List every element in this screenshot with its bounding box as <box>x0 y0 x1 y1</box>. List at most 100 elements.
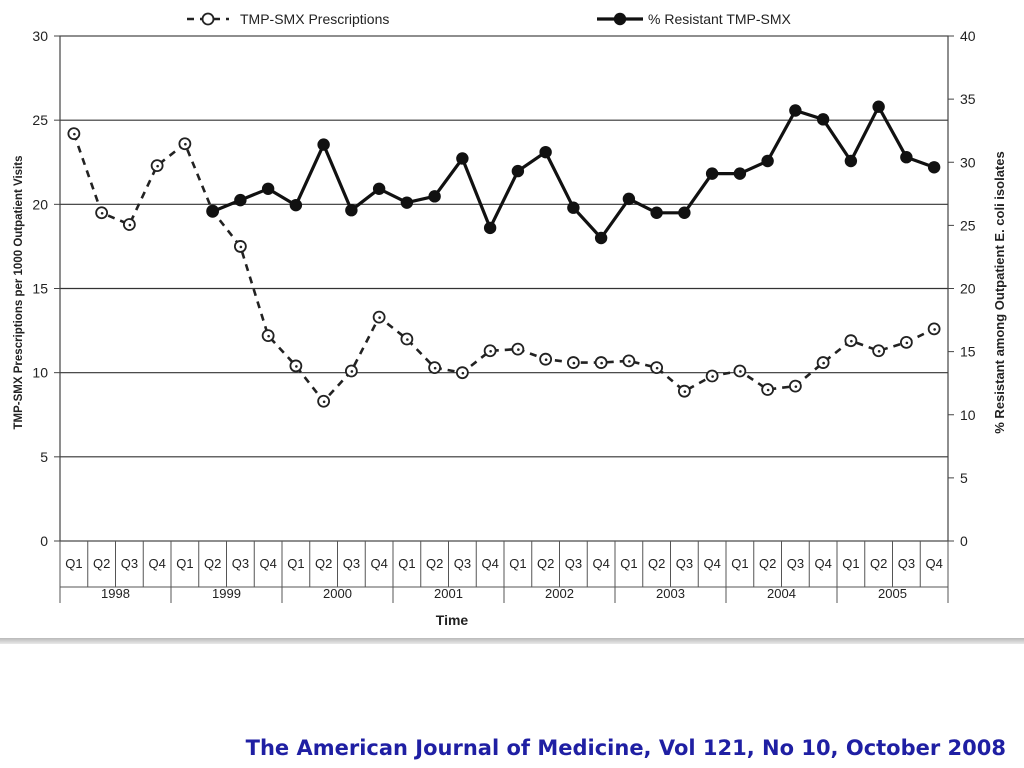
resistance-point <box>206 205 219 218</box>
prescriptions-line <box>72 133 935 403</box>
resistance-point <box>317 138 330 151</box>
prescriptions-point-center <box>850 339 853 343</box>
chart-panel: 0 5 10 15 20 25 30 0 5 10 15 20 25 30 35 40 TMP-SMX Pres… <box>13 11 1007 628</box>
y2-tick-label: 10 <box>960 407 976 423</box>
prescriptions-point-center <box>73 132 76 136</box>
resistance-point <box>289 198 303 212</box>
year-label: 2005 <box>878 586 907 601</box>
quarter-label: Q3 <box>565 556 582 571</box>
y2-tick-label: 20 <box>960 281 976 297</box>
y2-tick-label: 5 <box>960 470 968 486</box>
y2-tick-label: 40 <box>960 28 976 44</box>
quarter-label: Q2 <box>537 556 554 571</box>
resistance-point <box>872 100 885 113</box>
prescriptions-point-center <box>572 361 576 365</box>
y2-tick-label: 35 <box>960 91 976 107</box>
quarter-label: Q1 <box>176 556 193 571</box>
y2-tick-label: 25 <box>960 217 976 233</box>
y2-tick-label: 30 <box>960 154 976 170</box>
prescriptions-point-center <box>766 388 770 392</box>
quarter-label: Q4 <box>592 556 609 571</box>
legend-marker-prescriptions <box>201 12 215 26</box>
prescriptions-point-center <box>905 341 909 345</box>
quarter-label: Q1 <box>731 556 748 571</box>
prescriptions-point-center <box>406 338 409 341</box>
resistance-point <box>927 161 941 174</box>
prescriptions-point-center <box>350 370 354 373</box>
prescriptions-point-center <box>128 223 132 227</box>
resistance-point <box>733 167 747 180</box>
year-label: 1998 <box>101 586 130 601</box>
quarter-label: Q3 <box>787 556 804 571</box>
quarter-label: Q3 <box>676 556 693 571</box>
prescriptions-point-center <box>628 360 631 363</box>
resistance-point <box>622 192 636 206</box>
prescriptions-point-center <box>544 358 548 362</box>
resistance-point <box>594 231 608 245</box>
resistance-point <box>539 145 552 159</box>
prescriptions-point-center <box>267 334 270 338</box>
year-label: 2000 <box>323 586 352 601</box>
prescriptions-point-center <box>739 370 742 373</box>
prescriptions-point-center <box>517 348 520 351</box>
legend-label-resistance: % Resistant TMP-SMX <box>648 11 792 27</box>
prescriptions-point-center <box>433 366 437 370</box>
prescriptions-point-center <box>877 349 881 353</box>
resistance-point <box>678 206 691 219</box>
quarter-label: Q3 <box>454 556 471 571</box>
y-tick-label: 5 <box>40 449 48 465</box>
year-label: 2003 <box>656 586 685 601</box>
quarter-label: Q1 <box>65 556 82 571</box>
quarter-label: Q2 <box>648 556 665 571</box>
prescriptions-point-center <box>322 400 326 404</box>
panel-divider <box>0 638 1024 644</box>
prescriptions-point-center <box>489 349 492 353</box>
resistance-point <box>400 196 414 209</box>
y2-tick-label: 15 <box>960 344 976 360</box>
quarter-label: Q2 <box>93 556 110 571</box>
resistance-line <box>211 105 935 240</box>
prescriptions-point-center <box>239 245 243 249</box>
legend: TMP-SMX Prescriptions % Resistant TMP-SMX <box>187 11 792 27</box>
resistance-point <box>789 104 802 117</box>
prescriptions-point-center <box>683 390 687 393</box>
prescriptions-point-center <box>100 211 104 215</box>
series-layer <box>67 100 941 408</box>
resistance-point <box>456 152 469 165</box>
prescriptions-point-center <box>295 365 298 368</box>
prescriptions-point-center <box>461 371 465 375</box>
line-chart: 0 5 10 15 20 25 30 0 5 10 15 20 25 30 35 40 TMP-SMX Pres… <box>13 11 1007 628</box>
resistance-point <box>900 151 913 164</box>
y-tick-label: 10 <box>32 365 48 381</box>
resistance-point <box>261 182 275 195</box>
quarter-label: Q4 <box>925 556 942 571</box>
year-label: 1999 <box>212 586 241 601</box>
citation-caption: The American Journal of Medicine, Vol 12… <box>245 736 1006 760</box>
legend-marker-resistance <box>613 12 627 26</box>
year-label: 2001 <box>434 586 463 601</box>
quarter-label: Q4 <box>481 556 498 571</box>
prescriptions-point-center <box>184 142 187 146</box>
resistance-point <box>511 164 525 178</box>
quarter-label: Q3 <box>232 556 249 571</box>
quarter-label: Q4 <box>370 556 387 571</box>
quarter-label: Q1 <box>842 556 859 571</box>
resistance-point <box>345 204 358 217</box>
prescriptions-point-center <box>794 385 798 388</box>
quarter-label: Q2 <box>759 556 776 571</box>
prescriptions-point-center <box>822 361 825 365</box>
y2-axis-title: % Resistant among Outpatient E. coli iso… <box>992 151 1007 433</box>
y-tick-label: 0 <box>40 533 48 549</box>
year-label: 2004 <box>767 586 796 601</box>
gridlines <box>60 119 948 458</box>
prescriptions-point-center <box>378 316 381 319</box>
resistance-point <box>428 190 441 203</box>
quarter-label: Q1 <box>287 556 304 571</box>
quarter-label: Q1 <box>509 556 526 571</box>
quarter-label: Q1 <box>398 556 415 571</box>
resistance-point <box>761 154 774 168</box>
resistance-point <box>705 167 719 180</box>
resistance-point <box>483 221 497 235</box>
quarter-label: Q2 <box>426 556 443 571</box>
quarter-label: Q4 <box>703 556 720 571</box>
